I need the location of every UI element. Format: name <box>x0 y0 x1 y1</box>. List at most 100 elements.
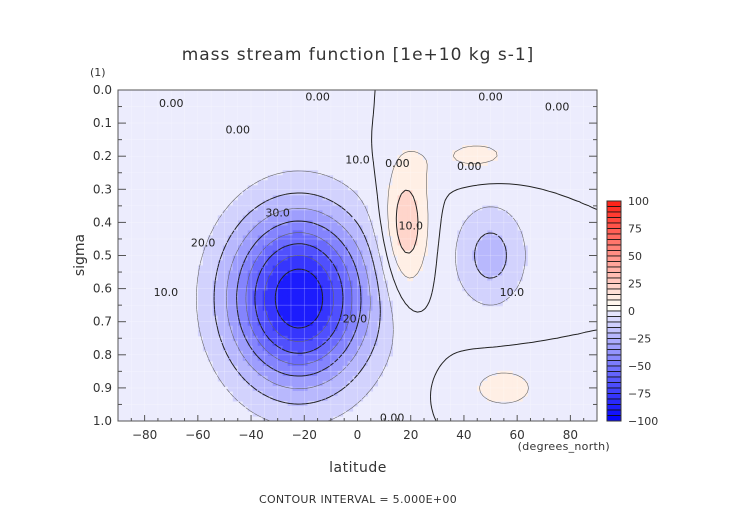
contour-fill-cell <box>477 265 483 272</box>
contour-fill-cell <box>402 190 408 196</box>
contour-fill-cell <box>322 335 329 342</box>
contour-fill-cell <box>292 280 299 287</box>
contour-fill-cell <box>472 150 478 156</box>
contour-fill-cell <box>307 345 314 352</box>
contour-fill-cell <box>312 250 319 257</box>
contour-fill-cell <box>227 270 234 277</box>
contour-fill-cell <box>287 380 294 387</box>
contour-fill-cell <box>367 320 374 327</box>
contour-fill-cell <box>282 385 289 392</box>
contour-fill-cell <box>352 400 359 407</box>
contour-label: 30.0 <box>265 206 290 219</box>
contour-fill-cell <box>337 375 344 382</box>
contour-fill-cell <box>217 325 224 332</box>
colorbar-swatch <box>606 233 622 240</box>
contour-fill-cell <box>302 330 309 337</box>
contour-fill-cell <box>362 285 369 292</box>
contour-fill-cell <box>507 270 513 277</box>
contour-fill-cell <box>352 355 359 362</box>
colorbar-swatch <box>606 382 622 389</box>
contour-fill-cell <box>512 240 518 247</box>
contour-fill-cell <box>307 310 314 317</box>
contour-fill-cell <box>262 295 269 302</box>
contour-fill-cell <box>507 275 513 282</box>
contour-fill-cell <box>382 285 389 292</box>
contour-fill-cell <box>297 360 304 367</box>
contour-fill-cell <box>222 245 229 252</box>
contour-fill-cell <box>312 315 319 322</box>
contour-fill-cell <box>272 195 279 201</box>
contour-fill-cell <box>407 255 413 262</box>
contour-fill-cell <box>307 260 314 267</box>
contour-fill-cell <box>267 220 274 227</box>
contour-fill-cell <box>412 255 418 262</box>
contour-fill-cell <box>482 380 488 387</box>
contour-fill-cell <box>307 200 314 206</box>
contour-fill-cell <box>417 200 423 206</box>
contour-fill-cell <box>262 310 269 317</box>
contour-fill-cell <box>292 250 299 257</box>
contour-fill-cell <box>227 205 234 211</box>
contour-fill-cell <box>297 230 304 237</box>
contour-fill-cell <box>327 320 334 327</box>
contour-fill-cell <box>262 220 269 227</box>
contour-fill-cell <box>507 290 513 297</box>
contour-fill-cell <box>232 345 239 352</box>
contour-fill-cell <box>407 155 413 161</box>
contour-fill-cell <box>372 275 379 282</box>
contour-fill-cell <box>357 315 364 322</box>
contour-fill-cell <box>297 380 304 387</box>
contour-fill-cell <box>352 290 359 297</box>
colorbar-swatch <box>606 365 622 372</box>
contour-fill-cell <box>212 290 219 297</box>
contour-fill-cell <box>402 250 408 257</box>
contour-fill-cell <box>287 275 294 282</box>
contour-fill-cell <box>372 240 379 247</box>
contour-fill-cell <box>357 215 364 221</box>
contour-fill-cell <box>252 405 259 412</box>
contour-fill-cell <box>252 295 259 302</box>
contour-fill-cell <box>502 235 508 242</box>
contour-fill-cell <box>327 395 334 402</box>
contour-fill-cell <box>477 210 483 216</box>
contour-fill-cell <box>387 205 394 211</box>
contour-fill-cell <box>217 340 224 347</box>
contour-fill-cell <box>317 260 324 267</box>
contour-fill-cell <box>332 295 339 302</box>
contour-fill-cell <box>302 325 309 332</box>
contour-fill-cell <box>267 255 274 262</box>
contour-fill-cell <box>237 275 244 282</box>
contour-fill-cell <box>262 325 269 332</box>
contour-fill-cell <box>292 265 299 272</box>
contour-fill-cell <box>497 275 503 282</box>
colorbar-swatch <box>606 332 622 339</box>
contour-fill-cell <box>257 410 264 417</box>
contour-fill-cell <box>277 185 284 191</box>
contour-fill-cell <box>362 385 369 392</box>
contour-fill-cell <box>287 180 294 186</box>
contour-fill-cell <box>332 365 339 372</box>
contour-fill-cell <box>397 245 404 252</box>
contour-fill-cell <box>372 285 379 292</box>
contour-fill-cell <box>332 355 339 362</box>
contour-fill-cell <box>282 235 289 242</box>
contour-fill-cell <box>467 265 473 272</box>
contour-fill-cell <box>312 340 319 347</box>
contour-fill-cell <box>287 270 294 277</box>
contour-fill-cell <box>302 240 309 247</box>
contour-fill-cell <box>372 250 379 257</box>
contour-fill-cell <box>347 205 354 211</box>
contour-fill-cell <box>282 315 289 322</box>
contour-fill-cell <box>262 315 269 322</box>
contour-fill-cell <box>292 355 299 362</box>
contour-fill-cell <box>337 200 344 206</box>
contour-fill-cell <box>322 290 329 297</box>
contour-fill-cell <box>297 260 304 267</box>
contour-fill-cell <box>402 255 408 262</box>
contour-fill-cell <box>217 345 224 352</box>
contour-fill-cell <box>352 310 359 317</box>
contour-fill-cell <box>227 305 234 312</box>
contour-fill-cell <box>277 215 284 221</box>
contour-fill-cell <box>332 180 339 186</box>
contour-fill-cell <box>367 275 374 282</box>
